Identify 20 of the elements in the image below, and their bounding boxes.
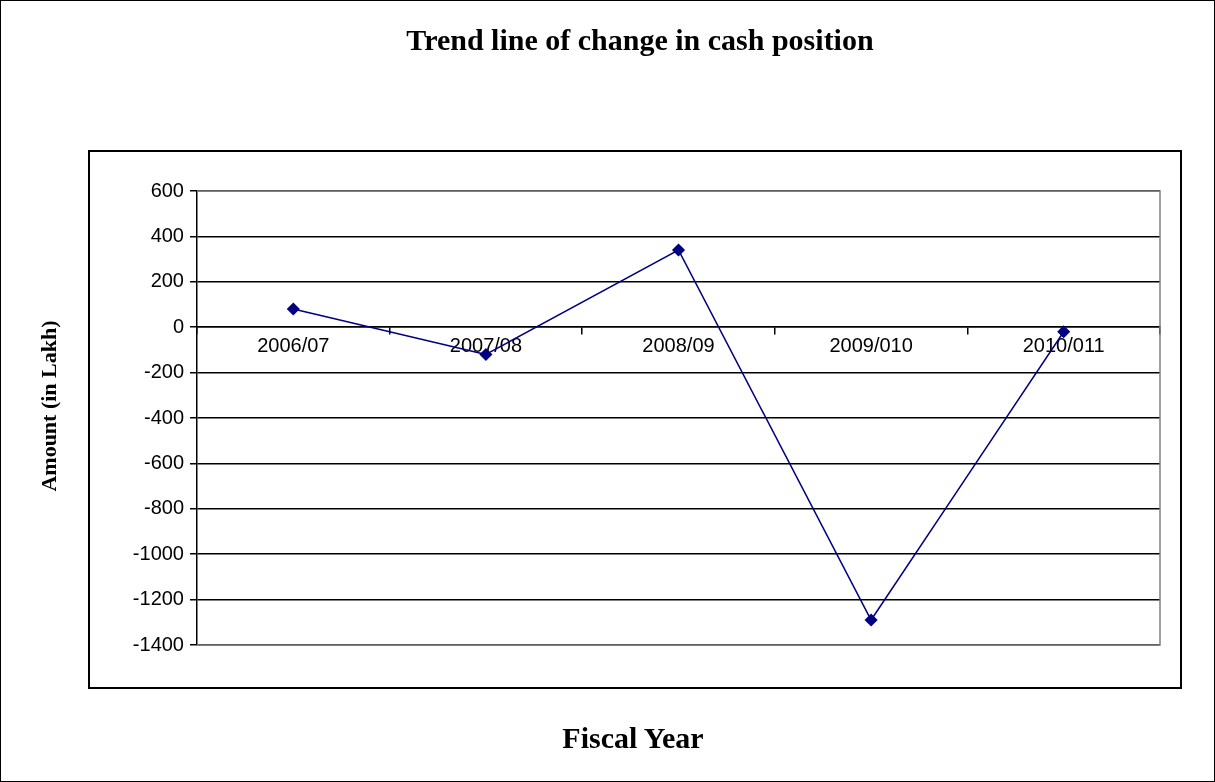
y-tick-label: 0 <box>172 314 184 337</box>
y-tick-label: -1000 <box>132 541 184 564</box>
x-tick-label: 2008/09 <box>642 333 715 356</box>
y-tick-label: 400 <box>150 223 184 246</box>
y-tick-label: -400 <box>143 405 184 428</box>
y-tick-label: -1400 <box>132 632 184 655</box>
y-tick-label: -1200 <box>132 587 184 610</box>
y-tick-label: 600 <box>150 178 184 201</box>
y-tick-label: -200 <box>143 360 184 383</box>
point <box>287 302 300 316</box>
x-tick-label: 2009/010 <box>829 333 913 356</box>
point <box>864 613 878 627</box>
y-tick-label: -800 <box>143 496 184 519</box>
x-tick-label: 2006/07 <box>257 333 330 356</box>
x-axis-title: Fiscal Year <box>562 720 704 754</box>
y-tick-label: -600 <box>143 450 184 473</box>
y-axis-title: Amount (in Lakh) <box>35 320 61 492</box>
chart-title: Trend line of change in cash position <box>406 22 874 56</box>
point <box>672 243 685 257</box>
y-tick-label: 200 <box>150 269 184 292</box>
